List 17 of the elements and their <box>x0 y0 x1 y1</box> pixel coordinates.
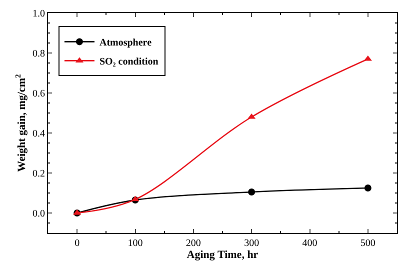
x-tick-label: 400 <box>302 238 318 249</box>
x-tick-label: 0 <box>74 238 80 249</box>
y-tick-label: 0.4 <box>32 128 45 140</box>
y-tick-label: 0.2 <box>32 168 45 180</box>
point <box>364 184 372 192</box>
x-tick-label: 300 <box>244 238 260 249</box>
x-tick-label: 100 <box>128 238 143 249</box>
x-tick-label: 200 <box>186 238 201 249</box>
y-tick-label: 0.0 <box>32 208 45 220</box>
y-tick-label: 1.0 <box>32 8 45 20</box>
x-tick-label: 500 <box>360 238 376 249</box>
y-tick-label: 0.8 <box>32 48 45 60</box>
y-tick-label: 0.6 <box>32 88 45 100</box>
x-axis-title: Aging Time, hr <box>186 249 258 262</box>
legend-label: Atmosphere <box>99 38 152 49</box>
legend-label: SO₂ condition <box>99 56 159 68</box>
point <box>248 188 256 196</box>
